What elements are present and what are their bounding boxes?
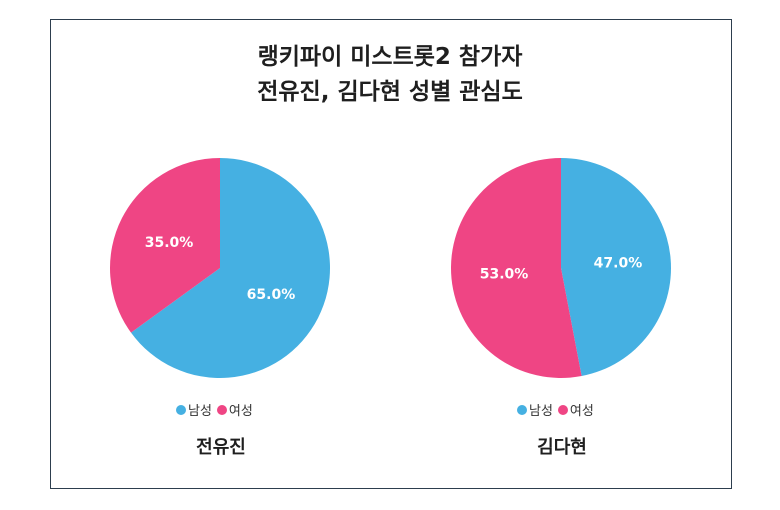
pie-slice-2-female [451,158,582,378]
pie-label-1-male: 65.0% [247,287,296,303]
legend-label-female: 여성 [228,404,253,419]
pie-slice-1-male [131,158,330,378]
chart-1-name: 전유진 [196,437,246,458]
legend-item-female: 여성 [557,400,594,419]
pie-label-1-female: 35.0% [145,235,194,251]
pie-slice-1-female [110,158,220,333]
legend-item-male: 남성 [517,400,553,419]
legend-swatch-female [216,404,227,415]
legend-swatch-male [517,404,527,415]
chart-2-name: 김다현 [537,437,587,458]
legend-swatch-male [176,404,186,415]
pie-label-2-female: 53.0% [480,266,529,282]
legend-label-female: 여성 [569,404,594,419]
legend-swatch-female [557,404,568,415]
pie-slice-2-male [561,158,671,377]
chart-title-line2: 전유진, 김다현 성별 관심도 [257,79,523,105]
chart-title-line1: 랭키파이 미스트롯2 참가자 [257,44,523,70]
legend-item-male: 남성 [176,400,212,419]
legend-chart-1: 남성 여성 [176,400,258,419]
legend-label-male: 남성 [529,404,553,419]
pie-label-2-male: 47.0% [594,256,643,272]
legend-item-female: 여성 [216,400,253,419]
legend-label-male: 남성 [188,404,212,419]
legend-chart-2: 남성 여성 [517,400,599,419]
